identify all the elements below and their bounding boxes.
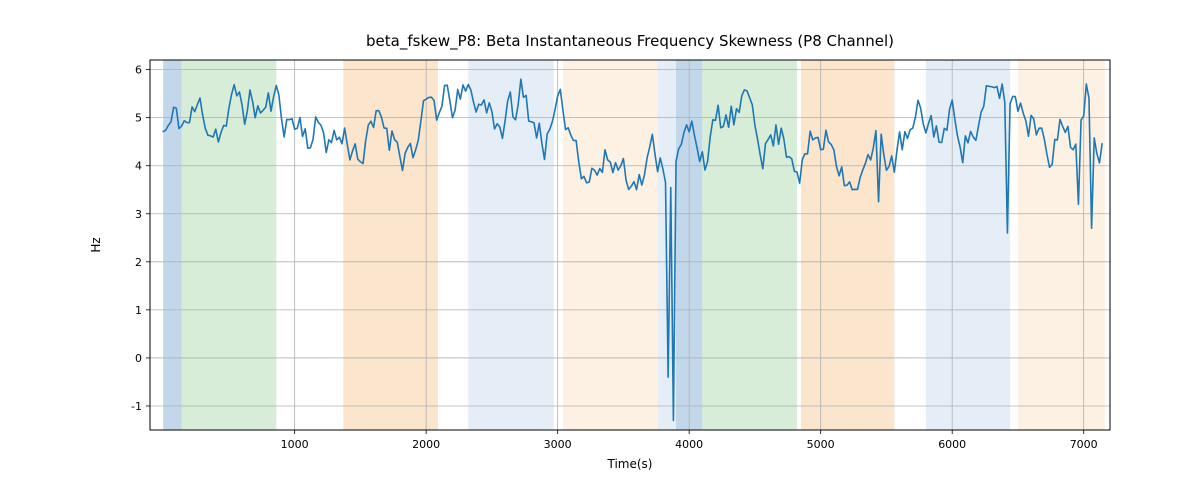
chart-title: beta_fskew_P8: Beta Instantaneous Freque…: [366, 32, 894, 51]
y-axis-label: Hz: [89, 237, 103, 252]
x-tick-label: 1000: [281, 438, 309, 451]
x-tick-label: 6000: [938, 438, 966, 451]
y-tick-label: 2: [135, 256, 142, 269]
x-axis-label: Time(s): [607, 457, 653, 471]
x-tick-label: 5000: [807, 438, 835, 451]
x-tick-label: 4000: [675, 438, 703, 451]
chart-svg: 1000 2000 3000 4000 5000 6000 7000 -1 0 1 2 3 4 5 6 Tim…: [0, 0, 1200, 500]
region-2: [343, 60, 438, 430]
y-tick-label: -1: [131, 400, 142, 413]
chart-container: 1000 2000 3000 4000 5000 6000 7000 -1 0 1 2 3 4 5 6 Tim…: [0, 0, 1200, 500]
region-4: [563, 60, 658, 430]
region-1: [182, 60, 277, 430]
y-tick-label: 1: [135, 304, 142, 317]
x-tick-label: 2000: [412, 438, 440, 451]
y-tick-label: 5: [135, 112, 142, 125]
x-tick-label: 3000: [544, 438, 572, 451]
y-tick-label: 6: [135, 64, 142, 77]
y-tick-label: 3: [135, 208, 142, 221]
region-9: [926, 60, 1010, 430]
y-tick-label: 0: [135, 352, 142, 365]
x-tick-label: 7000: [1070, 438, 1098, 451]
y-tick-label: 4: [135, 160, 142, 173]
region-3: [468, 60, 553, 430]
region-8: [801, 60, 894, 430]
